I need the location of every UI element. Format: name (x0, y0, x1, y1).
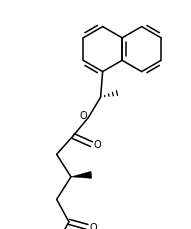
Text: O: O (90, 223, 97, 229)
Text: O: O (94, 140, 101, 150)
Polygon shape (71, 171, 92, 178)
Text: O: O (79, 111, 87, 120)
